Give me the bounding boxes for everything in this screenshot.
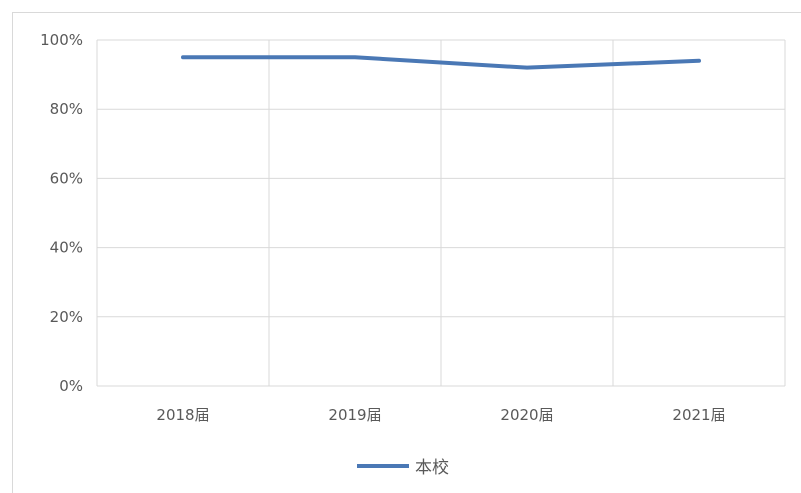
y-tick-label: 60%	[50, 169, 83, 187]
gridlines	[96, 39, 786, 387]
y-tick-label: 0%	[59, 377, 83, 395]
x-tick-label: 2019届	[328, 406, 381, 424]
y-tick-label: 20%	[50, 308, 83, 326]
series-layer	[181, 55, 701, 70]
y-tick-label: 40%	[50, 239, 83, 257]
legend: 本校	[357, 458, 449, 478]
axes: 0% 20% 40% 60% 80% 100% 2018届 2019届 2020届 2021届	[40, 31, 725, 424]
x-tick-label: 2018届	[156, 406, 209, 424]
chart-frame	[12, 12, 801, 493]
y-tick-label: 100%	[40, 31, 83, 49]
x-tick-label: 2020届	[500, 406, 553, 424]
y-tick-label: 80%	[50, 100, 83, 118]
legend-label: 本校	[415, 458, 449, 478]
series-line	[181, 55, 701, 70]
x-tick-label: 2021届	[672, 406, 725, 424]
